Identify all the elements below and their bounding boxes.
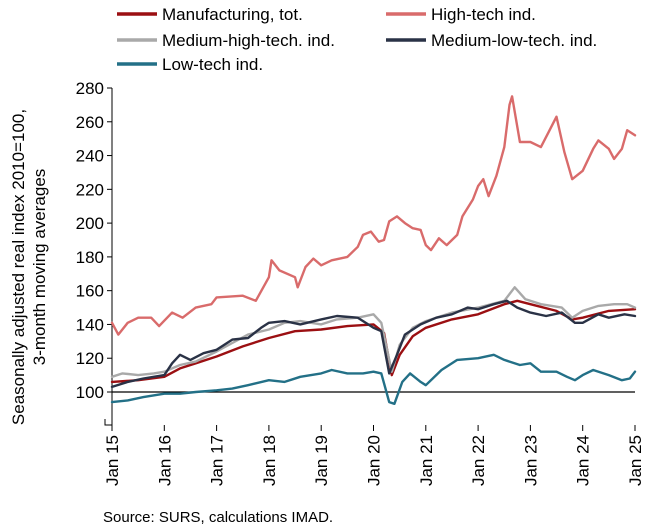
legend-label: Medium-low-tech. ind. xyxy=(431,31,597,50)
series-layer xyxy=(110,95,637,405)
x-tick-label: Jan 16 xyxy=(155,435,174,486)
y-tick-label: 100 xyxy=(76,383,104,402)
x-tick-label: Jan 23 xyxy=(521,435,540,486)
y-tick-label: 200 xyxy=(76,214,104,233)
y-axis-title-line: Seasonally adjusted real index 2010=100, xyxy=(9,109,28,425)
legend-label: High-tech ind. xyxy=(431,5,536,24)
legend-label: Manufacturing, tot. xyxy=(162,5,303,24)
series-line xyxy=(110,353,637,405)
x-tick-label: Jan 18 xyxy=(260,435,279,486)
axis-break-mark xyxy=(104,419,112,426)
y-tick-label: 120 xyxy=(76,349,104,368)
y-tick-label: 280 xyxy=(76,79,104,98)
y-tick-label: 140 xyxy=(76,315,104,334)
x-tick-label: Jan 21 xyxy=(417,435,436,486)
series-line xyxy=(110,299,637,384)
x-tick-label: Jan 17 xyxy=(208,435,227,486)
y-axis-title: Seasonally adjusted real index 2010=100,… xyxy=(9,109,49,425)
y-tick-label: 240 xyxy=(76,147,104,166)
y-tick-label: 260 xyxy=(76,113,104,132)
x-tick-label: Jan 24 xyxy=(574,435,593,486)
x-tick-label: Jan 22 xyxy=(469,435,488,486)
y-tick-label: 160 xyxy=(76,282,104,301)
series-line xyxy=(110,299,637,389)
series-line xyxy=(110,95,637,336)
source-note: Source: SURS, calculations IMAD. xyxy=(103,509,334,526)
legend: Manufacturing, tot. High-tech ind. Medium-… xyxy=(117,5,597,74)
x-tick-label: Jan 20 xyxy=(365,435,384,486)
legend-label: Low-tech ind. xyxy=(162,55,263,74)
y-tick-label: 180 xyxy=(76,248,104,267)
y-tick-label: 220 xyxy=(76,180,104,199)
legend-label: Medium-high-tech. ind. xyxy=(162,31,335,50)
x-tick-label: Jan 19 xyxy=(312,435,331,486)
y-axis-title-line: 3-month moving averages xyxy=(30,169,49,366)
x-tick-label: Jan 25 xyxy=(626,435,645,486)
axes: 100 120 140 160 180 200 220 240 260 280 Jan 15 Jan … xyxy=(76,79,645,486)
series-line xyxy=(110,286,637,378)
x-tick-label: Jan 15 xyxy=(103,435,122,486)
